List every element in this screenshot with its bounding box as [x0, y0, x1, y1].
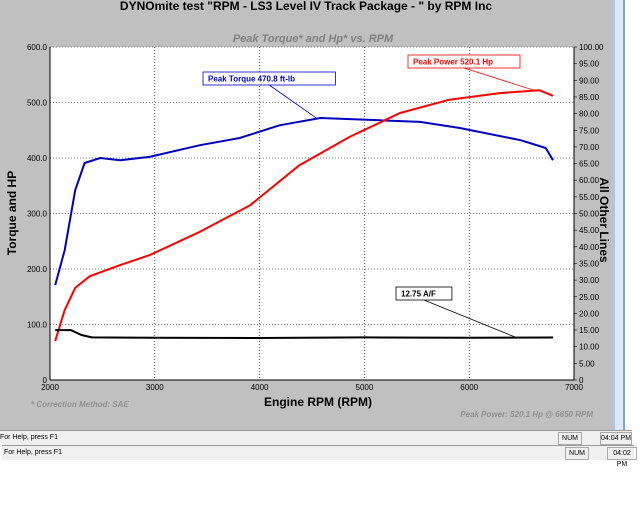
- y2-tick-label: 30.00: [579, 276, 600, 285]
- status-help: For Help, press F1: [0, 434, 58, 441]
- status-time: 04:02 PM: [607, 447, 637, 468]
- y2-tick-label: 80.00: [579, 110, 600, 119]
- status-help: For Help, press F1: [4, 449, 62, 456]
- af-curve: [55, 329, 554, 339]
- status-bar-2: For Help, press F1 NUM 04:02 PM: [2, 445, 637, 468]
- y-tick-label: 200.0: [27, 265, 48, 274]
- chart-title: Peak Torque* and Hp* vs. RPM: [233, 33, 394, 45]
- status-time: 04:04 PM: [600, 432, 632, 445]
- y2-tick-label: 15.00: [579, 326, 600, 335]
- y2-tick-label: 5.00: [579, 359, 595, 368]
- y2-tick-label: 10.00: [579, 343, 600, 352]
- x-axis-label: Engine RPM (RPM): [264, 395, 372, 409]
- annotation-label: Peak Torque 470.8 ft-lb: [208, 75, 295, 84]
- y2-tick-label: 0: [579, 376, 584, 385]
- y2-tick-label: 65.00: [579, 160, 600, 169]
- y-tick-label: 500.0: [27, 99, 48, 108]
- y2-tick-label: 90.00: [579, 76, 600, 85]
- window-frame: [615, 0, 625, 440]
- annotation-box: [395, 286, 453, 301]
- footnote: * Correction Method: SAE: [31, 400, 129, 409]
- y2-tick-label: 20.00: [579, 309, 600, 318]
- y2-tick-label: 55.00: [579, 193, 600, 202]
- y-tick-label: 100.0: [27, 321, 48, 330]
- annotation-leader: [423, 299, 517, 338]
- y2-axis-label: All Other Lines: [597, 177, 611, 263]
- status-bar-1: For Help, press F1 NUM 04:04 PM: [0, 430, 632, 445]
- window-title: DYNOmite test "RPM - LS3 Level IV Track …: [120, 0, 492, 13]
- y2-tick-label: 35.00: [579, 259, 600, 268]
- status-num: NUM: [565, 447, 589, 460]
- y2-tick-label: 100.00: [579, 43, 604, 52]
- status-num: NUM: [558, 432, 582, 445]
- annotation-leader: [268, 84, 318, 120]
- x-tick-label: 3000: [146, 383, 164, 392]
- dyno-chart: DYNOmite test "RPM - LS3 Level IV Track …: [5, 0, 611, 419]
- x-tick-label: 6000: [460, 383, 478, 392]
- annotation-leader: [463, 67, 538, 92]
- y-tick-label: 600.0: [27, 43, 48, 52]
- y2-tick-label: 25.00: [579, 293, 600, 302]
- y-tick-label: 300.0: [27, 210, 48, 219]
- y-tick-label: 400.0: [27, 154, 48, 163]
- annotation-label: 12.75 A/F: [401, 290, 436, 299]
- peak-note: Peak Power: 520.1 Hp @ 6650 RPM: [460, 410, 593, 419]
- y2-tick-label: 95.00: [579, 60, 600, 69]
- x-tick-label: 5000: [356, 383, 374, 392]
- y-tick-label: 0: [43, 376, 48, 385]
- dyno-window: DYNOmite test "RPM - LS3 Level IV Track …: [0, 0, 615, 435]
- y2-tick-label: 60.00: [579, 176, 600, 185]
- annotation-box: [407, 54, 521, 69]
- y-axis-label: Torque and HP: [5, 171, 19, 255]
- x-tick-label: 7000: [565, 383, 583, 392]
- y2-tick-label: 50.00: [579, 210, 600, 219]
- power-curve: [54, 89, 554, 342]
- annotation-label: Peak Power 520.1 Hp: [413, 58, 493, 67]
- y2-tick-label: 85.00: [579, 93, 600, 102]
- y2-tick-label: 45.00: [579, 226, 600, 235]
- torque-curve: [54, 117, 554, 286]
- x-tick-label: 4000: [251, 383, 269, 392]
- annotation-box: [202, 71, 336, 86]
- y2-tick-label: 70.00: [579, 143, 600, 152]
- y2-tick-label: 40.00: [579, 243, 600, 252]
- y2-tick-label: 75.00: [579, 126, 600, 135]
- x-tick-label: 2000: [41, 383, 59, 392]
